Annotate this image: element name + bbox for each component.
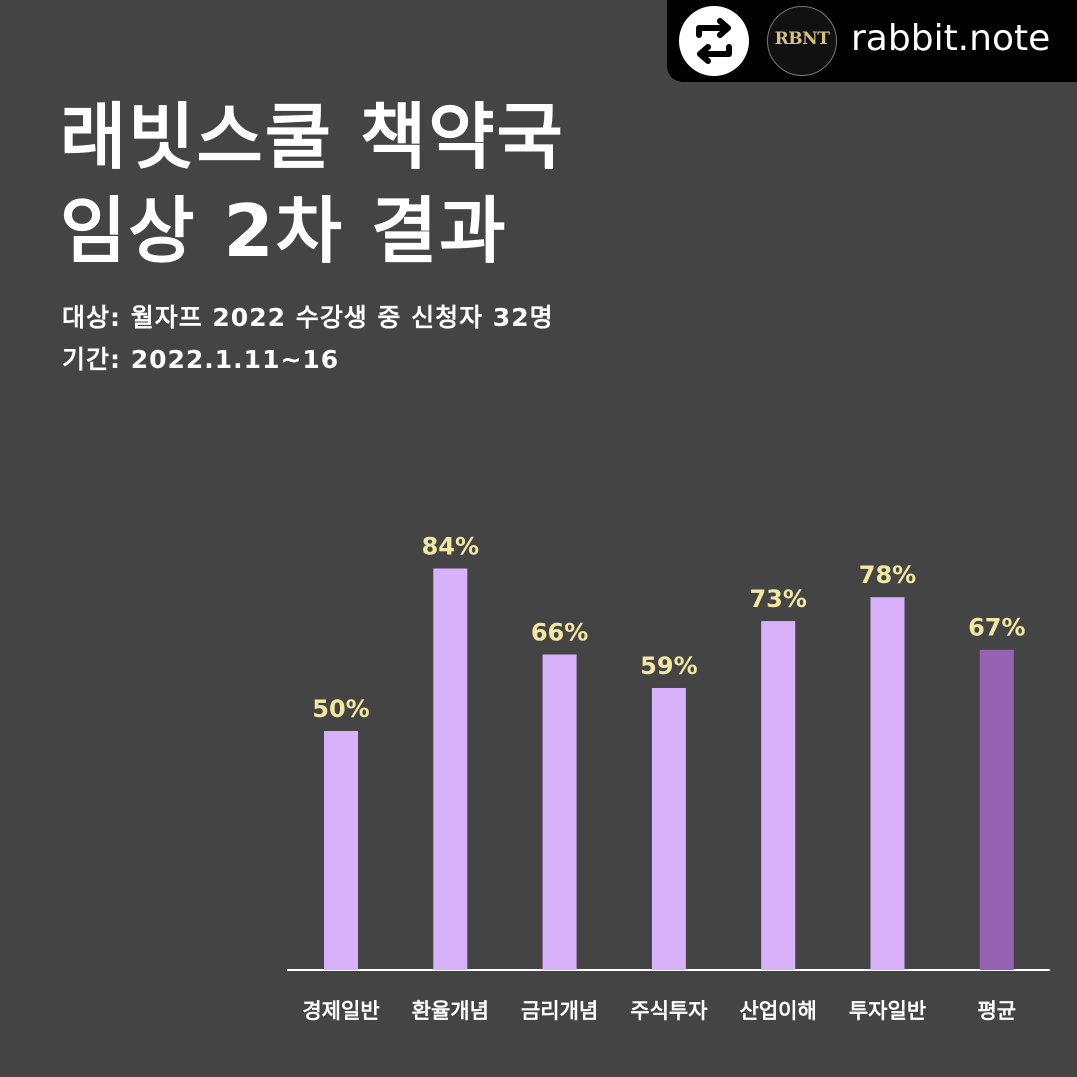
category-label-3: 주식투자 <box>630 999 708 1023</box>
bar-0 <box>324 731 358 970</box>
bar-4 <box>761 621 796 970</box>
repost-icon <box>679 6 749 76</box>
category-label-4: 산업이해 <box>740 999 817 1023</box>
period-info: 기간: 2022.1.11~16 <box>62 345 340 374</box>
bar-6 <box>979 649 1014 970</box>
category-label-5: 투자일반 <box>849 999 926 1023</box>
target-info: 대상: 월자프 2022 수강생 중 신청자 32명 <box>62 303 554 332</box>
value-label-2: 66% <box>531 619 588 647</box>
category-label-1: 환율개념 <box>412 999 489 1023</box>
category-label-6: 평균 <box>977 999 1016 1023</box>
repost-badge[interactable]: RBNT rabbit.note <box>667 0 1077 82</box>
category-label-2: 금리개념 <box>521 999 598 1023</box>
value-label-5: 78% <box>859 561 916 589</box>
account-name[interactable]: rabbit.note <box>851 18 1051 59</box>
value-label-3: 59% <box>640 652 697 680</box>
bar-1 <box>433 568 468 970</box>
value-label-0: 50% <box>312 695 369 723</box>
bar-3 <box>651 687 686 970</box>
rbnt-logo[interactable]: RBNT <box>767 6 837 76</box>
value-label-1: 84% <box>422 532 479 560</box>
bar-5 <box>870 597 905 970</box>
title-line-1: 래빗스쿨 책약국 <box>60 95 565 179</box>
bar-2 <box>542 654 577 970</box>
category-label-0: 경제일반 <box>302 999 379 1023</box>
logo-text: RBNT <box>774 29 830 49</box>
value-label-6: 67% <box>968 614 1025 642</box>
page-title: 래빗스쿨 책약국 임상 2차 결과 <box>60 90 565 278</box>
title-line-2: 임상 2차 결과 <box>60 189 508 273</box>
value-label-4: 73% <box>749 585 806 613</box>
